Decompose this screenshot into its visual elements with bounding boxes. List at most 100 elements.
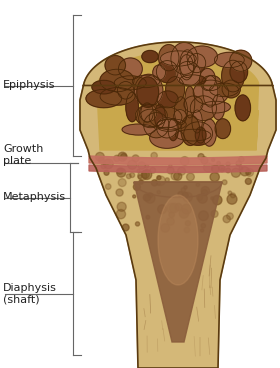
Circle shape (246, 169, 254, 176)
Circle shape (228, 191, 232, 195)
Ellipse shape (180, 50, 195, 78)
Circle shape (157, 176, 161, 180)
Circle shape (198, 153, 204, 160)
Circle shape (201, 190, 208, 196)
Circle shape (227, 194, 237, 204)
Circle shape (211, 158, 215, 162)
Circle shape (198, 194, 207, 203)
Circle shape (239, 157, 244, 162)
Circle shape (175, 204, 182, 210)
Circle shape (226, 168, 230, 173)
Circle shape (201, 157, 208, 164)
Circle shape (99, 157, 104, 163)
Ellipse shape (174, 110, 186, 123)
Circle shape (236, 161, 241, 166)
Ellipse shape (149, 107, 182, 128)
Circle shape (116, 209, 125, 219)
Circle shape (213, 195, 222, 205)
Ellipse shape (122, 124, 155, 135)
Circle shape (118, 152, 127, 161)
Circle shape (222, 180, 227, 185)
Circle shape (138, 175, 142, 179)
Circle shape (217, 161, 220, 165)
Circle shape (116, 189, 123, 196)
Circle shape (103, 159, 113, 169)
Circle shape (148, 193, 153, 198)
Ellipse shape (222, 60, 244, 92)
Circle shape (203, 163, 213, 172)
Circle shape (117, 168, 123, 174)
Circle shape (137, 169, 140, 173)
Ellipse shape (179, 54, 193, 80)
Circle shape (128, 160, 137, 169)
Ellipse shape (203, 76, 218, 107)
Ellipse shape (157, 61, 178, 83)
Circle shape (199, 211, 208, 220)
Ellipse shape (215, 119, 230, 139)
Circle shape (210, 172, 219, 182)
Circle shape (95, 152, 104, 161)
Circle shape (240, 167, 249, 176)
Circle shape (105, 159, 110, 164)
Circle shape (239, 166, 243, 170)
Circle shape (212, 165, 219, 173)
Ellipse shape (105, 56, 125, 75)
Circle shape (231, 168, 241, 177)
Circle shape (183, 192, 192, 202)
Circle shape (180, 157, 189, 165)
Ellipse shape (201, 101, 230, 113)
Circle shape (145, 164, 149, 168)
Circle shape (161, 224, 169, 232)
Circle shape (157, 182, 160, 185)
Circle shape (114, 155, 120, 162)
Polygon shape (80, 42, 276, 368)
Circle shape (118, 178, 126, 187)
Ellipse shape (157, 91, 178, 108)
Ellipse shape (200, 68, 215, 91)
Circle shape (157, 191, 160, 194)
Circle shape (126, 174, 131, 178)
Ellipse shape (157, 119, 186, 130)
Ellipse shape (185, 86, 195, 118)
Circle shape (156, 176, 165, 185)
Circle shape (211, 197, 214, 200)
Circle shape (200, 229, 204, 232)
Circle shape (230, 193, 235, 198)
Circle shape (130, 173, 135, 177)
Circle shape (226, 162, 230, 166)
Circle shape (167, 167, 174, 174)
Ellipse shape (168, 118, 178, 141)
Circle shape (170, 203, 179, 213)
Circle shape (167, 218, 174, 225)
Circle shape (201, 223, 206, 228)
Ellipse shape (230, 61, 248, 83)
Ellipse shape (230, 50, 252, 71)
Ellipse shape (222, 80, 240, 98)
Circle shape (158, 205, 167, 214)
Ellipse shape (100, 69, 134, 92)
Ellipse shape (153, 65, 165, 80)
Circle shape (223, 215, 230, 223)
Circle shape (146, 215, 150, 219)
Ellipse shape (202, 75, 221, 91)
Circle shape (178, 167, 186, 175)
Ellipse shape (141, 103, 153, 122)
Ellipse shape (176, 61, 201, 86)
Circle shape (245, 178, 251, 184)
Circle shape (151, 152, 157, 159)
Circle shape (139, 180, 143, 184)
Circle shape (138, 162, 146, 169)
Circle shape (246, 170, 251, 175)
Circle shape (227, 213, 233, 220)
Circle shape (182, 192, 188, 198)
Ellipse shape (166, 77, 185, 103)
Ellipse shape (212, 94, 225, 120)
Circle shape (101, 164, 106, 169)
Ellipse shape (92, 80, 116, 94)
Ellipse shape (184, 122, 213, 145)
Ellipse shape (156, 120, 181, 131)
Ellipse shape (135, 105, 167, 127)
Circle shape (136, 222, 140, 226)
Circle shape (174, 172, 182, 180)
Circle shape (211, 210, 218, 217)
